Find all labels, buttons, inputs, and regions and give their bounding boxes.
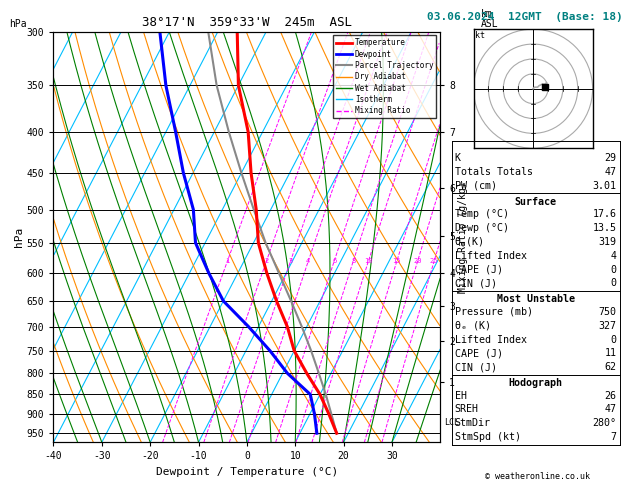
- Text: 62: 62: [604, 362, 616, 372]
- Text: PW (cm): PW (cm): [455, 181, 497, 191]
- Text: Lifted Index: Lifted Index: [455, 334, 526, 345]
- Text: Totals Totals: Totals Totals: [455, 167, 533, 177]
- Text: © weatheronline.co.uk: © weatheronline.co.uk: [486, 472, 590, 481]
- Text: kt: kt: [475, 31, 485, 40]
- Text: EH: EH: [455, 391, 467, 400]
- Title: 38°17'N  359°33'W  245m  ASL: 38°17'N 359°33'W 245m ASL: [142, 16, 352, 29]
- Text: StmDir: StmDir: [455, 418, 491, 428]
- Text: 4: 4: [610, 251, 616, 261]
- Text: 15: 15: [392, 258, 401, 264]
- Text: 1: 1: [225, 258, 230, 264]
- Text: 2: 2: [264, 258, 269, 264]
- Text: 0: 0: [610, 278, 616, 289]
- Text: 327: 327: [598, 321, 616, 330]
- Text: km
ASL: km ASL: [481, 9, 499, 29]
- Text: 4: 4: [306, 258, 310, 264]
- Y-axis label: hPa: hPa: [14, 227, 24, 247]
- Text: Temp (°C): Temp (°C): [455, 209, 509, 219]
- Text: 17.6: 17.6: [593, 209, 616, 219]
- Text: 26: 26: [604, 391, 616, 400]
- Text: LCL: LCL: [444, 417, 459, 427]
- X-axis label: Dewpoint / Temperature (°C): Dewpoint / Temperature (°C): [156, 467, 338, 477]
- Text: 3: 3: [288, 258, 292, 264]
- Legend: Temperature, Dewpoint, Parcel Trajectory, Dry Adiabat, Wet Adiabat, Isotherm, Mi: Temperature, Dewpoint, Parcel Trajectory…: [333, 35, 437, 118]
- Text: Most Unstable: Most Unstable: [496, 294, 575, 304]
- Text: 7: 7: [610, 432, 616, 442]
- Text: 47: 47: [604, 167, 616, 177]
- Text: 3.01: 3.01: [593, 181, 616, 191]
- Text: StmSpd (kt): StmSpd (kt): [455, 432, 521, 442]
- Text: 29: 29: [604, 153, 616, 163]
- Text: 47: 47: [604, 404, 616, 415]
- Text: SREH: SREH: [455, 404, 479, 415]
- Text: 0: 0: [610, 334, 616, 345]
- Text: CAPE (J): CAPE (J): [455, 264, 503, 275]
- Text: Lifted Index: Lifted Index: [455, 251, 526, 261]
- Text: CAPE (J): CAPE (J): [455, 348, 503, 358]
- Text: Surface: Surface: [515, 196, 557, 207]
- Text: θₑ(K): θₑ(K): [455, 237, 485, 247]
- Text: θₑ (K): θₑ (K): [455, 321, 491, 330]
- Text: 280°: 280°: [593, 418, 616, 428]
- Text: CIN (J): CIN (J): [455, 278, 497, 289]
- Text: 13.5: 13.5: [593, 223, 616, 233]
- Y-axis label: Mixing Ratio (g/kg): Mixing Ratio (g/kg): [458, 181, 468, 293]
- Text: 25: 25: [430, 258, 438, 264]
- Text: 0: 0: [610, 264, 616, 275]
- Text: 11: 11: [604, 348, 616, 358]
- Text: 319: 319: [598, 237, 616, 247]
- Text: Dewp (°C): Dewp (°C): [455, 223, 509, 233]
- Text: 20: 20: [413, 258, 422, 264]
- Text: Hodograph: Hodograph: [509, 378, 562, 388]
- Text: 10: 10: [364, 258, 372, 264]
- Text: 03.06.2024  12GMT  (Base: 18): 03.06.2024 12GMT (Base: 18): [427, 12, 623, 22]
- Text: hPa: hPa: [9, 19, 27, 29]
- Text: 750: 750: [598, 307, 616, 317]
- Text: 6: 6: [332, 258, 337, 264]
- Text: 8: 8: [351, 258, 355, 264]
- Text: CIN (J): CIN (J): [455, 362, 497, 372]
- Text: K: K: [455, 153, 461, 163]
- Text: Pressure (mb): Pressure (mb): [455, 307, 533, 317]
